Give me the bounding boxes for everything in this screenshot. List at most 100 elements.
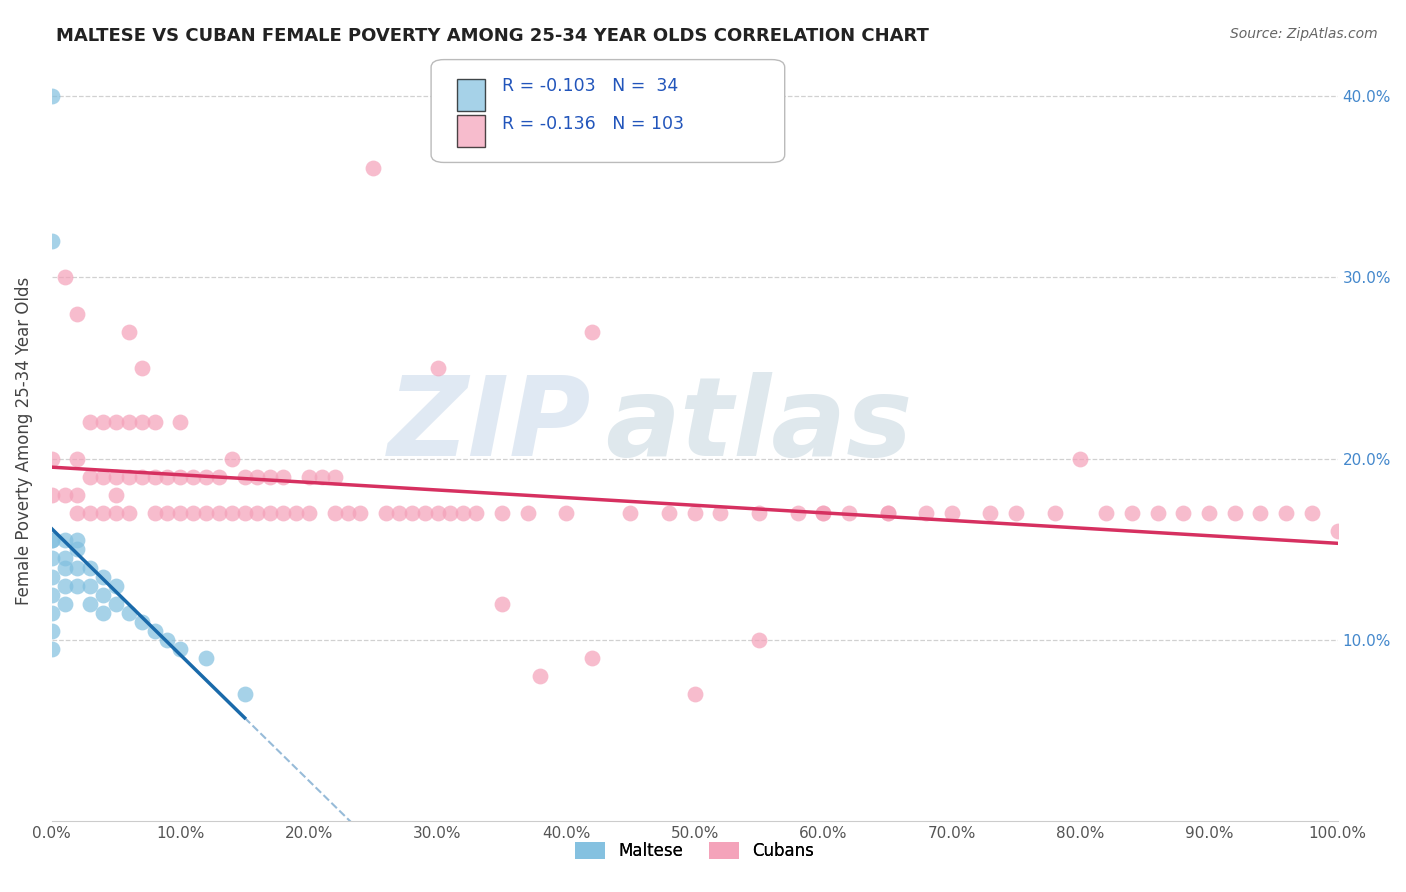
Point bbox=[131, 361, 153, 376]
Point bbox=[311, 470, 333, 484]
Point bbox=[66, 542, 89, 557]
Point bbox=[838, 506, 860, 520]
Point bbox=[658, 506, 681, 520]
Point bbox=[451, 506, 474, 520]
Point bbox=[876, 506, 898, 520]
Point bbox=[79, 506, 101, 520]
Point bbox=[529, 669, 551, 683]
Point bbox=[79, 597, 101, 611]
Point bbox=[439, 506, 461, 520]
Point bbox=[169, 470, 191, 484]
Point bbox=[786, 506, 808, 520]
Point bbox=[91, 588, 114, 602]
Point bbox=[1250, 506, 1272, 520]
Point bbox=[53, 579, 76, 593]
Point bbox=[91, 416, 114, 430]
Point bbox=[259, 506, 281, 520]
Point bbox=[66, 560, 89, 574]
Point bbox=[156, 506, 179, 520]
Y-axis label: Female Poverty Among 25-34 Year Olds: Female Poverty Among 25-34 Year Olds bbox=[15, 277, 32, 605]
Point bbox=[1069, 451, 1091, 466]
Point bbox=[375, 506, 398, 520]
FancyBboxPatch shape bbox=[457, 115, 485, 147]
Point bbox=[131, 615, 153, 629]
Point bbox=[233, 506, 256, 520]
Point bbox=[41, 588, 63, 602]
Point bbox=[491, 597, 513, 611]
Point bbox=[79, 470, 101, 484]
Point bbox=[181, 470, 204, 484]
Point bbox=[143, 470, 166, 484]
Point bbox=[91, 606, 114, 620]
Point bbox=[105, 506, 128, 520]
Point bbox=[271, 506, 294, 520]
Point bbox=[41, 569, 63, 583]
Point bbox=[41, 451, 63, 466]
Point bbox=[1095, 506, 1118, 520]
Point bbox=[1223, 506, 1246, 520]
Point bbox=[118, 470, 141, 484]
Point bbox=[53, 533, 76, 548]
Text: R = -0.103   N =  34: R = -0.103 N = 34 bbox=[502, 78, 678, 95]
Point bbox=[1198, 506, 1220, 520]
Point bbox=[143, 624, 166, 638]
Point bbox=[118, 506, 141, 520]
Point bbox=[79, 416, 101, 430]
Point bbox=[491, 506, 513, 520]
Point bbox=[195, 470, 218, 484]
Point bbox=[79, 560, 101, 574]
Point bbox=[1146, 506, 1168, 520]
Point bbox=[1121, 506, 1143, 520]
Point bbox=[41, 606, 63, 620]
Point bbox=[813, 506, 835, 520]
Point bbox=[233, 470, 256, 484]
Point bbox=[105, 416, 128, 430]
Point bbox=[195, 506, 218, 520]
Point bbox=[53, 551, 76, 566]
Point bbox=[143, 416, 166, 430]
Text: MALTESE VS CUBAN FEMALE POVERTY AMONG 25-34 YEAR OLDS CORRELATION CHART: MALTESE VS CUBAN FEMALE POVERTY AMONG 25… bbox=[56, 27, 929, 45]
Point bbox=[401, 506, 423, 520]
Point bbox=[979, 506, 1001, 520]
Point bbox=[156, 633, 179, 648]
Point bbox=[683, 506, 706, 520]
Point bbox=[53, 597, 76, 611]
Point bbox=[426, 506, 449, 520]
Text: ZIP: ZIP bbox=[388, 372, 592, 479]
Point bbox=[41, 234, 63, 248]
Text: R = -0.136   N = 103: R = -0.136 N = 103 bbox=[502, 115, 683, 134]
Point bbox=[619, 506, 641, 520]
Point bbox=[1275, 506, 1298, 520]
Point bbox=[465, 506, 488, 520]
Point bbox=[169, 416, 191, 430]
Legend: Maltese, Cubans: Maltese, Cubans bbox=[569, 835, 821, 866]
Point bbox=[388, 506, 411, 520]
Point bbox=[105, 488, 128, 502]
Point bbox=[323, 506, 346, 520]
Point bbox=[131, 416, 153, 430]
Point bbox=[105, 470, 128, 484]
Point bbox=[876, 506, 898, 520]
Point bbox=[233, 688, 256, 702]
Point bbox=[748, 506, 770, 520]
Point bbox=[298, 470, 321, 484]
Point bbox=[195, 651, 218, 665]
Point bbox=[1326, 524, 1348, 539]
Point bbox=[709, 506, 731, 520]
Text: atlas: atlas bbox=[605, 372, 912, 479]
Point bbox=[91, 569, 114, 583]
Point bbox=[118, 606, 141, 620]
Point bbox=[53, 488, 76, 502]
Point bbox=[143, 506, 166, 520]
Point bbox=[323, 470, 346, 484]
Point bbox=[53, 560, 76, 574]
Point bbox=[208, 470, 231, 484]
Point bbox=[53, 270, 76, 285]
Point bbox=[915, 506, 938, 520]
Point bbox=[66, 506, 89, 520]
Point bbox=[941, 506, 963, 520]
Point bbox=[683, 688, 706, 702]
Point bbox=[246, 506, 269, 520]
Point bbox=[516, 506, 538, 520]
Point bbox=[813, 506, 835, 520]
